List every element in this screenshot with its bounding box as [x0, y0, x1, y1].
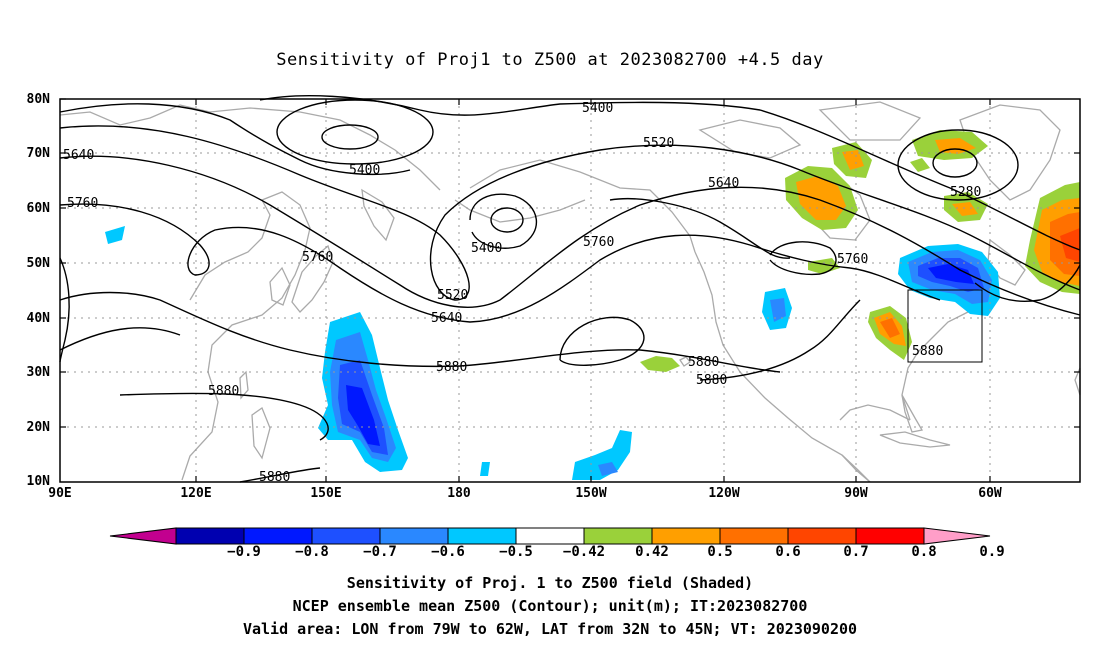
contour-label: 5880 [696, 373, 727, 388]
colorbar-swatch [379, 527, 449, 545]
contour-label: 5880 [912, 344, 943, 359]
lon-label-120e: 120E [180, 486, 212, 501]
colorbar-swatch [719, 527, 789, 545]
colorbar-tick-label: −0.5 [499, 544, 533, 560]
z500-contours [59, 95, 1081, 483]
lon-label-180: 180 [447, 486, 471, 501]
lon-label-60w: 60W [978, 486, 1002, 501]
contour-label: 5520 [437, 288, 468, 303]
colorbar-tick-label: 0.5 [707, 544, 733, 560]
contour-label: 5280 [950, 185, 981, 200]
lon-label-90w: 90W [844, 486, 868, 501]
lat-label-40n: 40N [26, 311, 50, 326]
map-title: Sensitivity of Proj1 to Z500 at 20230827… [276, 50, 824, 70]
colorbar-tick-label: −0.8 [295, 544, 329, 560]
colorbar-tick-label: −0.7 [363, 544, 397, 560]
lat-label-20n: 20N [26, 420, 50, 435]
lat-label-50n: 50N [26, 256, 50, 271]
colorbar-tick-label: 0.8 [911, 544, 937, 560]
contour-label: 5400 [582, 101, 613, 116]
caption-valid-area: Valid area: LON from 79W to 62W, LAT fro… [242, 620, 858, 638]
colorbar-tick-label: −0.42 [562, 544, 606, 560]
valid-area-box [907, 289, 983, 363]
contour-label: 5400 [349, 163, 380, 178]
colorbar-tick-label: 0.6 [775, 544, 801, 560]
contour-label: 5640 [431, 311, 462, 326]
colorbar-swatch [583, 527, 653, 545]
colorbar-swatch [175, 527, 245, 545]
lat-label-30n: 30N [26, 365, 50, 380]
caption-shading: Sensitivity of Proj. 1 to Z500 field (Sh… [346, 574, 754, 592]
colorbar-tick-label: 0.7 [843, 544, 869, 560]
colorbar-swatch [515, 527, 585, 545]
colorbar-max-arrow [923, 527, 991, 545]
contour-label: 5640 [63, 148, 94, 163]
lat-label-60n: 60N [26, 201, 50, 216]
contour-label: 5400 [471, 241, 502, 256]
lon-label-150e: 150E [310, 486, 342, 501]
lat-label-80n: 80N [26, 92, 50, 107]
contour-label: 5880 [208, 384, 239, 399]
colorbar-tick-label: −0.9 [227, 544, 261, 560]
contour-label: 5760 [302, 250, 333, 265]
axis-ticks [60, 98, 1080, 482]
lon-label-120w: 120W [708, 486, 740, 501]
colorbar-tick-label: 0.9 [979, 544, 1005, 560]
sensitivity-shading [105, 130, 1080, 480]
caption-contour: NCEP ensemble mean Z500 (Contour); unit(… [292, 597, 808, 615]
map-frame [59, 98, 1081, 483]
colorbar-swatch [787, 527, 857, 545]
colorbar-swatch [855, 527, 925, 545]
lat-label-10n: 10N [26, 474, 50, 489]
contour-label: 5760 [67, 196, 98, 211]
contour-label: 5880 [436, 360, 467, 375]
contour-label: 5760 [583, 235, 614, 250]
lon-label-150w: 150W [575, 486, 607, 501]
colorbar-swatch [311, 527, 381, 545]
lon-label-90e: 90E [48, 486, 72, 501]
colorbar-tick-label: 0.42 [635, 544, 669, 560]
colorbar-swatch [447, 527, 517, 545]
colorbar-min-arrow [109, 527, 177, 545]
contour-label: 5880 [688, 355, 719, 370]
lat-label-70n: 70N [26, 146, 50, 161]
colorbar-swatch [243, 527, 313, 545]
contour-label: 5760 [837, 252, 868, 267]
contour-label: 5520 [643, 136, 674, 151]
contour-label: 5640 [708, 176, 739, 191]
colorbar [109, 527, 991, 545]
colorbar-swatch [651, 527, 721, 545]
colorbar-tick-label: −0.6 [431, 544, 465, 560]
lat-lon-grid [60, 99, 1080, 482]
